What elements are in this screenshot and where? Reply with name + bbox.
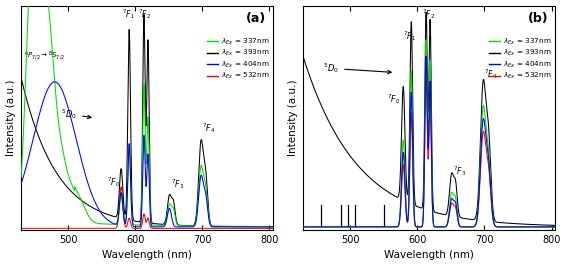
X-axis label: Wavelength (nm): Wavelength (nm) — [384, 251, 474, 260]
Text: $^5D_0$: $^5D_0$ — [61, 107, 91, 121]
Text: $^7F_0$: $^7F_0$ — [387, 92, 400, 106]
X-axis label: Wavelength (nm): Wavelength (nm) — [102, 251, 192, 260]
Text: $^5D_0$: $^5D_0$ — [323, 61, 391, 75]
Text: $^7F_4$: $^7F_4$ — [202, 121, 215, 135]
Text: $^7F_1$: $^7F_1$ — [404, 30, 416, 43]
Text: $^7F_1$: $^7F_1$ — [122, 7, 135, 21]
Text: (a): (a) — [246, 12, 266, 25]
Text: $^7F_3$: $^7F_3$ — [171, 177, 184, 191]
Text: $^7F_2$: $^7F_2$ — [421, 7, 434, 21]
Text: $^7F_4$: $^7F_4$ — [484, 67, 498, 81]
Text: $^6P_{7/2}$$\to$$^8S_{7/2}$: $^6P_{7/2}$$\to$$^8S_{7/2}$ — [24, 49, 65, 62]
Text: $^7F_0$: $^7F_0$ — [107, 175, 120, 189]
Y-axis label: Intensity (a.u.): Intensity (a.u.) — [287, 80, 298, 156]
Text: $^7F_3$: $^7F_3$ — [453, 164, 466, 178]
Text: $^7F_2$: $^7F_2$ — [138, 7, 151, 21]
Text: (b): (b) — [528, 12, 549, 25]
Legend: $\lambda_{Ex}$ = 337nm, $\lambda_{Ex}$ = 393nm, $\lambda_{Ex}$ = 404nm, $\lambda: $\lambda_{Ex}$ = 337nm, $\lambda_{Ex}$ =… — [489, 37, 551, 81]
Legend: $\lambda_{Ex}$ = 337nm, $\lambda_{Ex}$ = 393nm, $\lambda_{Ex}$ = 404nm, $\lambda: $\lambda_{Ex}$ = 337nm, $\lambda_{Ex}$ =… — [207, 37, 269, 81]
Y-axis label: Intensity (a.u.): Intensity (a.u.) — [6, 80, 15, 156]
